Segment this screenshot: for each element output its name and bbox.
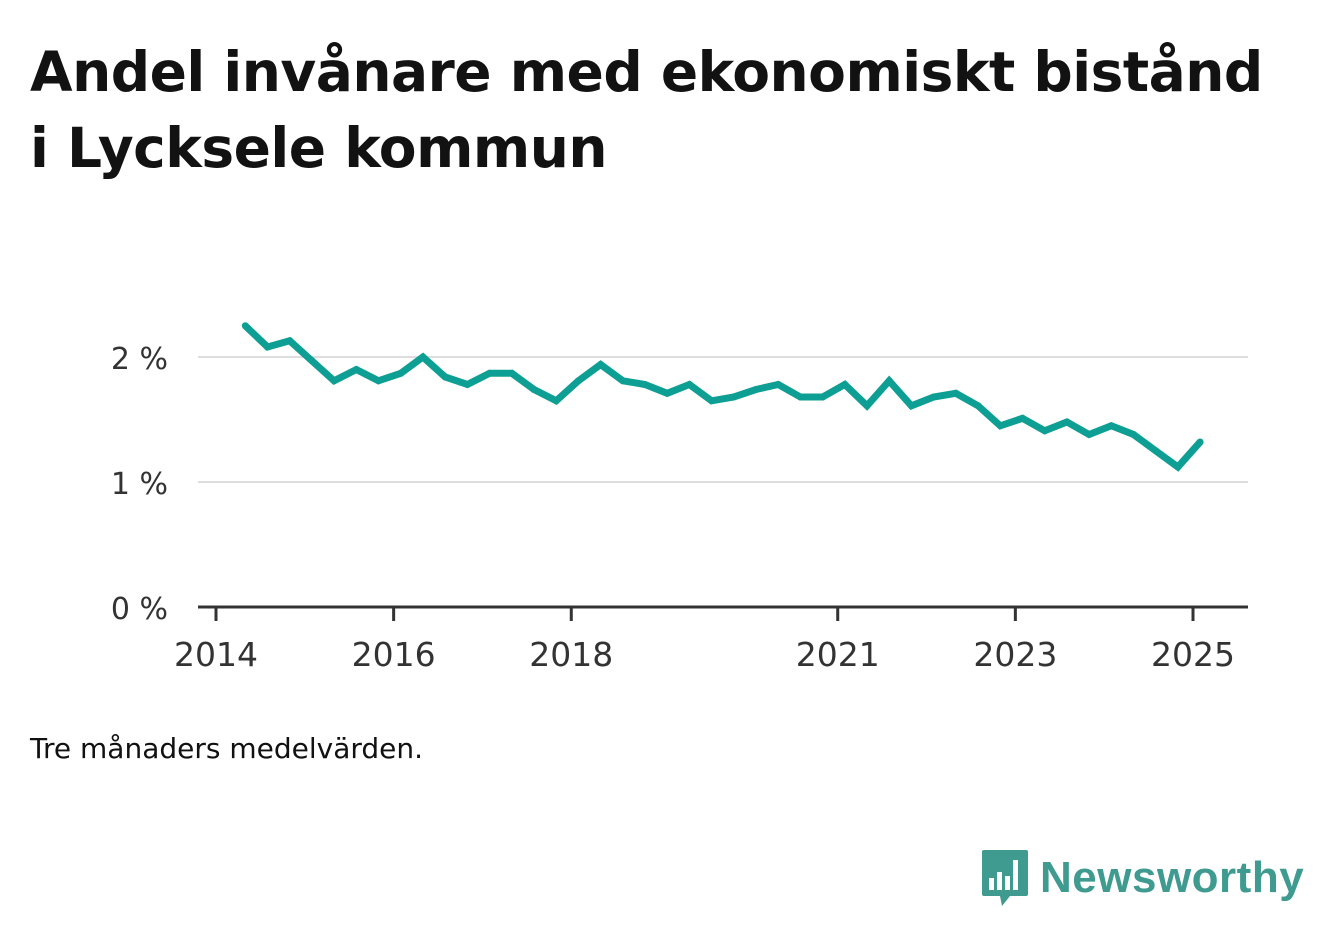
data-point xyxy=(1174,463,1182,471)
x-tick-label: 2014 xyxy=(174,635,258,674)
data-point xyxy=(1085,431,1093,438)
x-axis-tick-labels: 2014 2016 2018 2021 2023 2025 xyxy=(174,635,1235,674)
x-tick-label: 2021 xyxy=(796,635,880,674)
data-point xyxy=(352,366,360,373)
data-point xyxy=(241,322,249,330)
data-point xyxy=(375,377,383,385)
brand-name: Newsworthy xyxy=(1040,853,1305,902)
data-point xyxy=(1196,438,1204,446)
data-point xyxy=(441,373,449,381)
y-axis-tick-labels: 0 % 1 % 2 % xyxy=(111,342,168,627)
data-point xyxy=(574,377,582,385)
y-tick-label: 1 % xyxy=(111,467,168,502)
series-layer xyxy=(241,322,1204,472)
data-point xyxy=(463,381,471,388)
chart-title: Andel invånare med ekonomiskt bistånd i … xyxy=(30,40,1263,180)
data-point xyxy=(1018,414,1026,422)
bar-chart-speech-bubble-icon xyxy=(982,850,1028,906)
data-point xyxy=(597,361,605,368)
gridlines xyxy=(198,356,1248,483)
data-point xyxy=(730,393,738,401)
footnote: Tre månaders medelvärden. xyxy=(30,732,424,765)
data-point xyxy=(308,357,316,365)
x-axis xyxy=(198,605,1248,621)
data-point xyxy=(1152,447,1160,455)
data-point xyxy=(863,402,871,410)
data-point xyxy=(1107,422,1115,430)
data-point xyxy=(907,402,915,410)
line-chart: 0 % 1 % 2 % 2014 2016 2018 2021 2023 2025 xyxy=(111,322,1248,674)
y-tick-label: 0 % xyxy=(111,592,168,627)
data-point xyxy=(796,393,804,401)
x-tick-label: 2025 xyxy=(1151,635,1235,674)
data-point xyxy=(1041,427,1049,435)
data-point xyxy=(930,393,938,401)
x-tick-label: 2023 xyxy=(973,635,1057,674)
data-point xyxy=(952,389,960,397)
data-point xyxy=(1129,431,1137,438)
newsworthy-logo[interactable]: Newsworthy xyxy=(980,848,1304,908)
data-point xyxy=(330,377,338,385)
data-point xyxy=(841,381,849,388)
data-point xyxy=(885,377,893,385)
x-tick-label: 2016 xyxy=(352,635,436,674)
series-line xyxy=(242,323,1203,472)
data-point xyxy=(1063,418,1071,426)
data-point xyxy=(996,422,1004,430)
data-point xyxy=(530,386,538,393)
data-point xyxy=(552,397,560,405)
data-point xyxy=(419,353,427,361)
data-point xyxy=(397,369,405,377)
data-point xyxy=(286,337,294,345)
data-point xyxy=(774,381,782,388)
data-point xyxy=(708,397,716,405)
data-point xyxy=(752,386,760,393)
data-point xyxy=(508,369,516,377)
data-point xyxy=(486,369,494,377)
data-point xyxy=(619,377,627,385)
data-point xyxy=(641,381,649,388)
x-tick-label: 2018 xyxy=(529,635,613,674)
data-point xyxy=(264,343,272,351)
data-point xyxy=(974,402,982,410)
y-tick-label: 2 % xyxy=(111,342,168,377)
data-point xyxy=(685,381,693,388)
data-point xyxy=(819,393,827,401)
data-point xyxy=(663,389,671,397)
